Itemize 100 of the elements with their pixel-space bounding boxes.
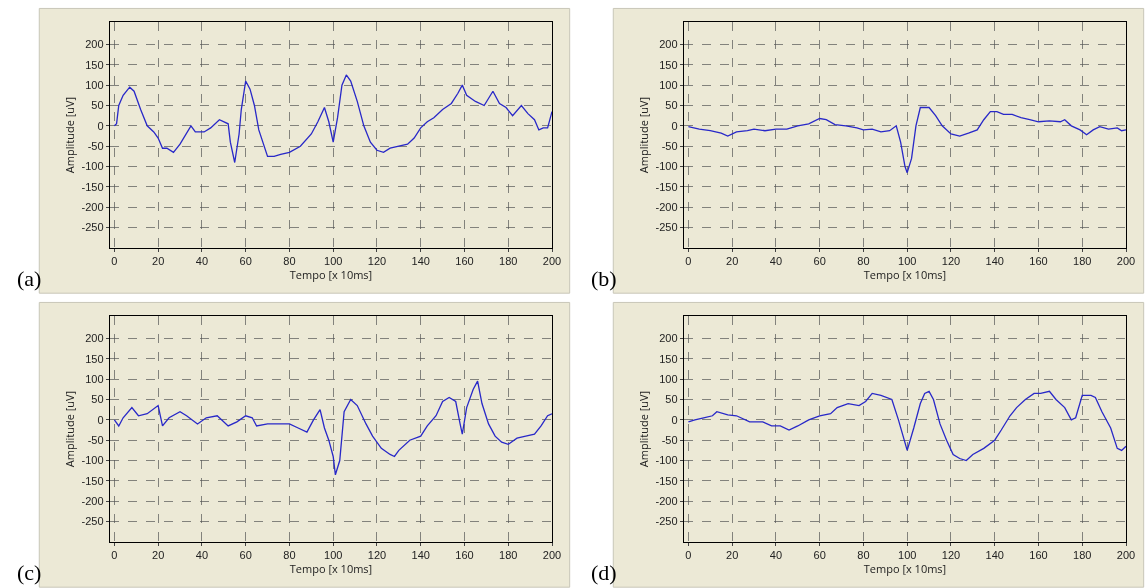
y-tick-label: 150 <box>659 352 678 365</box>
y-tick-label: 150 <box>85 58 104 71</box>
x-tick-label: 0 <box>685 549 692 562</box>
y-tick-label: -150 <box>81 180 104 193</box>
y-tick-label: -100 <box>81 454 104 467</box>
y-tick-label: -200 <box>81 495 104 508</box>
x-tick-label: 200 <box>542 549 562 562</box>
y-tick-label: 150 <box>659 58 678 71</box>
text: (d) <box>591 560 617 585</box>
x-tick-label: 180 <box>499 549 518 562</box>
y-tick-label: 100 <box>659 78 678 91</box>
y-axis-title: Amplitude [uV] <box>62 96 78 174</box>
x-tick-label: 160 <box>1029 255 1048 268</box>
x-tick-label: 40 <box>769 549 783 562</box>
y-tick-label: 0 <box>671 413 678 426</box>
x-tick-label: 0 <box>685 255 692 268</box>
x-tick-label: 100 <box>324 255 343 268</box>
x-tick-label: 140 <box>985 255 1004 268</box>
y-axis-title: Amplitude [uV] <box>62 390 78 468</box>
line-series <box>687 390 1126 462</box>
x-tick-label: 0 <box>111 549 118 562</box>
y-tick-label: 200 <box>659 332 678 345</box>
y-tick-label: 100 <box>85 78 104 91</box>
x-tick-label: 40 <box>769 255 783 268</box>
y-tick-label: 150 <box>85 352 104 365</box>
x-tick-label: 200 <box>1116 549 1136 562</box>
x-tick-label: 20 <box>152 255 165 268</box>
y-tick-label: -250 <box>81 221 104 234</box>
x-tick-label: 180 <box>1073 255 1092 268</box>
x-tick-label: 200 <box>1116 255 1136 268</box>
y-tick-label: 50 <box>91 393 104 406</box>
x-tick-label: 140 <box>985 549 1004 562</box>
x-tick-label: 180 <box>1073 549 1092 562</box>
x-axis-title: Tempo [x 10ms] <box>863 561 947 577</box>
x-tick-label: 140 <box>411 549 430 562</box>
x-tick-label: 120 <box>367 255 387 268</box>
x-tick-label: 60 <box>813 549 826 562</box>
y-tick-label: 0 <box>97 119 104 132</box>
x-tick-label: 100 <box>898 255 917 268</box>
x-tick-label: 80 <box>857 549 870 562</box>
y-tick-label: -100 <box>655 454 678 467</box>
y-tick-label: -150 <box>655 180 678 193</box>
x-tick-label: 100 <box>324 549 343 562</box>
y-tick-label: 200 <box>85 332 104 345</box>
y-tick-label: -200 <box>655 495 678 508</box>
x-tick-label: 20 <box>726 549 739 562</box>
x-tick-label: 120 <box>941 255 961 268</box>
x-tick-label: 200 <box>542 255 562 268</box>
x-axis-title: Tempo [x 10ms] <box>863 267 947 283</box>
y-tick-label: -50 <box>661 434 678 447</box>
y-tick-label: 0 <box>97 413 104 426</box>
line-series <box>113 74 552 164</box>
y-tick-label: 0 <box>671 119 678 132</box>
x-tick-label: 20 <box>726 255 739 268</box>
x-tick-label: 40 <box>195 549 209 562</box>
y-tick-label: -50 <box>661 140 678 153</box>
y-axis-title: Amplitude [uV] <box>636 390 652 468</box>
x-tick-label: 20 <box>152 549 165 562</box>
y-axis-title: Amplitude [uV] <box>636 96 652 174</box>
text: (a) <box>17 266 42 291</box>
x-tick-label: 60 <box>239 549 252 562</box>
y-tick-label: 200 <box>85 38 104 51</box>
y-tick-label: -100 <box>81 160 104 173</box>
y-tick-label: -250 <box>81 515 104 528</box>
y-tick-label: -100 <box>655 160 678 173</box>
y-tick-label: -50 <box>87 140 104 153</box>
x-tick-label: 160 <box>1029 549 1048 562</box>
y-tick-label: -200 <box>81 201 104 214</box>
y-tick-label: -150 <box>655 474 678 487</box>
x-tick-label: 60 <box>239 255 252 268</box>
x-tick-label: 120 <box>941 549 961 562</box>
x-tick-label: 80 <box>283 549 296 562</box>
y-tick-label: -250 <box>655 221 678 234</box>
y-tick-label: 100 <box>659 372 678 385</box>
x-tick-label: 160 <box>455 549 474 562</box>
x-tick-label: 40 <box>195 255 209 268</box>
y-tick-label: 200 <box>659 38 678 51</box>
x-tick-label: 180 <box>499 255 518 268</box>
x-tick-label: 80 <box>857 255 870 268</box>
x-tick-label: 140 <box>411 255 430 268</box>
x-tick-label: 0 <box>111 255 118 268</box>
y-tick-label: 50 <box>665 393 678 406</box>
line-series <box>687 106 1126 174</box>
y-tick-label: -250 <box>655 515 678 528</box>
y-tick-label: -50 <box>87 434 104 447</box>
y-tick-label: -200 <box>655 201 678 214</box>
x-tick-label: 120 <box>367 549 387 562</box>
x-axis-title: Tempo [x 10ms] <box>289 561 373 577</box>
line-series <box>113 380 552 476</box>
text: (c) <box>17 560 42 585</box>
y-tick-label: 100 <box>85 372 104 385</box>
x-tick-label: 100 <box>898 549 917 562</box>
y-tick-label: -150 <box>81 474 104 487</box>
y-tick-label: 50 <box>91 99 104 112</box>
x-tick-label: 80 <box>283 255 296 268</box>
text: (b) <box>591 266 617 291</box>
x-tick-label: 160 <box>455 255 474 268</box>
x-axis-title: Tempo [x 10ms] <box>289 267 373 283</box>
x-tick-label: 60 <box>813 255 826 268</box>
y-tick-label: 50 <box>665 99 678 112</box>
